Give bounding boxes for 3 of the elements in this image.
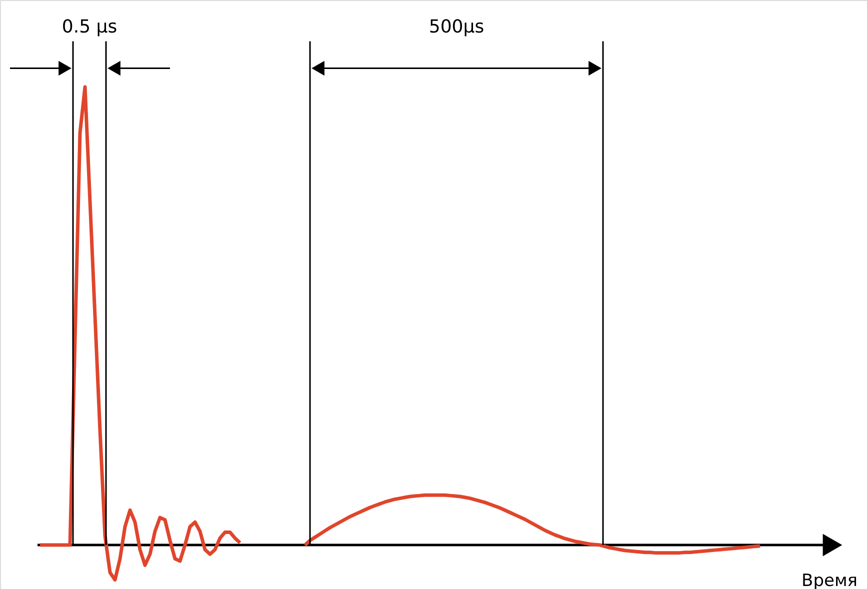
x-axis-title: Время	[802, 570, 858, 589]
text: 0.5 µs	[62, 16, 118, 38]
text: 500µs	[428, 16, 484, 38]
